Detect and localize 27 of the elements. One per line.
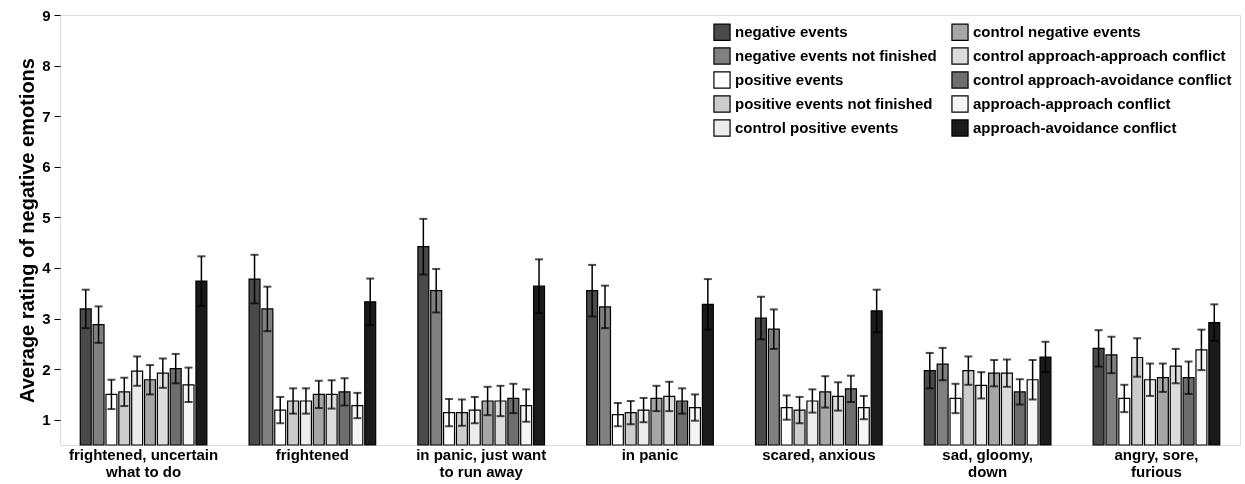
x-tick-label: sad, gloomy, down bbox=[942, 445, 1033, 480]
y-tick-label: 6 bbox=[42, 158, 51, 176]
y-tick-label: 1 bbox=[42, 411, 51, 429]
y-tick-label: 5 bbox=[42, 208, 51, 226]
legend-label: approach-approach conflict bbox=[973, 95, 1171, 112]
y-axis-title: Average rating of negative emotions bbox=[16, 58, 39, 403]
legend-label: control negative events bbox=[973, 23, 1141, 41]
y-tick-label: 8 bbox=[42, 57, 51, 75]
x-tick-label: in panic bbox=[621, 445, 679, 463]
x-tick-label: angry, sore, furious bbox=[1114, 445, 1199, 480]
y-tick-label: 9 bbox=[42, 6, 51, 24]
legend-label: positive events not finished bbox=[735, 95, 933, 112]
x-tick-label: scared, anxious bbox=[762, 445, 876, 463]
legend-label: approach-avoidance conflict bbox=[973, 119, 1177, 136]
y-tick-label: 7 bbox=[42, 107, 51, 125]
legend-label: positive events bbox=[735, 71, 844, 88]
legend-label: control approach-avoidance conflict bbox=[973, 71, 1232, 88]
legend-label: negative events bbox=[735, 23, 848, 41]
y-tick-label: 3 bbox=[42, 310, 51, 328]
legend-label: control positive events bbox=[735, 119, 899, 136]
legend-label: negative events not finished bbox=[735, 47, 937, 64]
x-tick-label: frightened, uncertain what to do bbox=[68, 445, 219, 480]
y-tick-label: 2 bbox=[42, 360, 51, 378]
x-tick-label: in panic, just want to run away bbox=[416, 445, 547, 480]
y-tick-label: 4 bbox=[42, 259, 52, 277]
x-tick-label: frightened bbox=[275, 445, 350, 463]
legend-label: control approach-approach conflict bbox=[973, 47, 1226, 64]
